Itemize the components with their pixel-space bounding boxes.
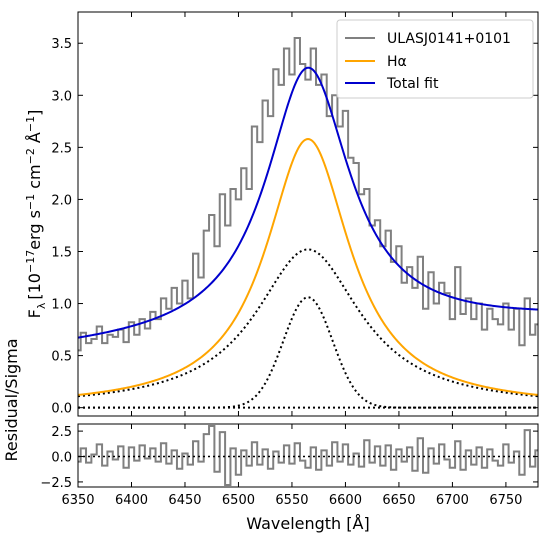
- legend-box: [336, 19, 534, 99]
- x-tick-label: 6650: [382, 493, 415, 508]
- halpha-fit-line: [78, 138, 538, 396]
- residual-y-tick-label: 2.5: [51, 425, 72, 440]
- spectrum-y-tick-label: 3.5: [51, 37, 72, 52]
- spectrum-y-tick-label: 1.0: [51, 298, 72, 313]
- residual-y-ticks: −2.5 0.0 2.5: [40, 425, 538, 491]
- residual-line: [78, 425, 538, 486]
- x-tick-label: 6550: [275, 493, 308, 508]
- residual-plot-area: [78, 425, 538, 486]
- spectrum-plot-area: [78, 37, 538, 409]
- narrow-component-line: [78, 296, 538, 409]
- spectrum-y-ticks: 0.0 0.5 1.0 1.5 2.0 2.5 3.0 3.5: [51, 37, 538, 417]
- data-spectrum-line: [78, 37, 538, 352]
- legend-label-halpha: Hα: [387, 54, 407, 70]
- residual-x-ticks: 6350 6400 6450 6500 6550 6600 6650 6700 6750: [61, 424, 522, 508]
- residual-panel: −2.50.02.5 6350 6400 6450 6500 6550 6600 6650 6…: [2, 338, 539, 533]
- x-tick-label: 6600: [329, 493, 362, 508]
- legend-label-data: ULASJ0141+0101: [387, 31, 511, 47]
- x-tick-label: 6500: [222, 493, 255, 508]
- spectrum-axes-frame: [77, 11, 539, 417]
- residual-y-tick-label: −2.5: [40, 476, 72, 491]
- x-tick-label: 6450: [168, 493, 201, 508]
- legend: ULASJ0141+0101 Hα Total fit: [336, 19, 534, 99]
- x-tick-label: 6700: [436, 493, 469, 508]
- spectrum-y-tick-label: 3.0: [51, 89, 72, 104]
- x-axis-label: Wavelength [Å]: [246, 514, 369, 533]
- spectrum-y-tick-label: 1.5: [51, 245, 72, 260]
- residual-y-axis-label: Residual/Sigma: [2, 338, 21, 461]
- x-tick-label: 6350: [61, 493, 94, 508]
- legend-label-total: Total fit: [386, 76, 439, 92]
- spectrum-y-tick-label: 2.0: [51, 193, 72, 208]
- residual-axes-frame: [77, 423, 539, 488]
- spectrum-y-tick-label: 0.0: [51, 402, 72, 417]
- spectrum-y-axis-label: Fλ[10−17erg s−1 cm−2 Å−1]: [24, 110, 48, 319]
- residual-y-tick-label: 0.0: [51, 451, 72, 466]
- spectrum-panel: 0.0 0.5 1.0 1.5 2.0 2.5 3.0 3.5 Fλ[10−17erg s−1…: [24, 11, 539, 417]
- total-fit-line: [78, 66, 538, 339]
- spectrum-y-tick-label: 0.5: [51, 350, 72, 365]
- x-tick-label: 6750: [489, 493, 522, 508]
- x-tick-label: 6400: [115, 493, 148, 508]
- spectrum-y-tick-label: 2.5: [51, 141, 72, 156]
- spectrum-x-ticks: [77, 12, 507, 416]
